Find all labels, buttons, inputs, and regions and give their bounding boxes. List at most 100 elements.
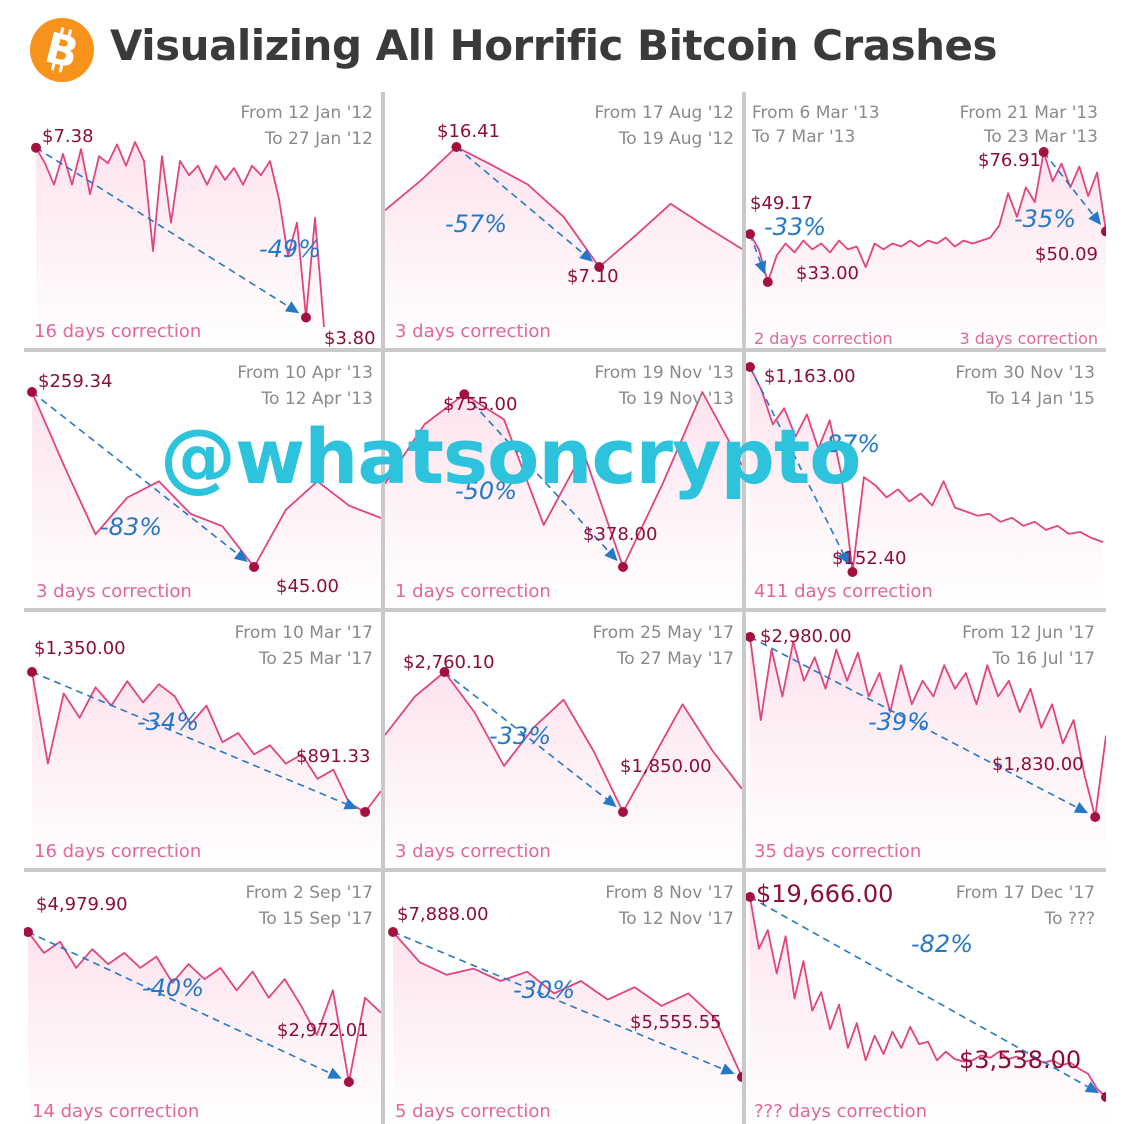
crash-arrow-2 xyxy=(1043,151,1097,220)
trough-label: $2,972.01 xyxy=(277,1020,369,1041)
date-to: To 14 Jan '15 xyxy=(986,389,1095,409)
peak-label: $2,760.10 xyxy=(403,652,495,673)
arrowhead xyxy=(343,798,358,810)
correction-label: 16 days correction xyxy=(34,841,201,862)
crash-panel: From 25 May '17 To 27 May '17 $2,760.10 $1,… xyxy=(385,612,742,868)
change-label: -40% xyxy=(142,974,204,1002)
crash-arrow xyxy=(27,931,335,1076)
price-line xyxy=(35,141,325,328)
peak-label: $2,980.00 xyxy=(760,626,852,647)
price-line xyxy=(392,931,742,1078)
crash-grid: From 12 Jan '12 To 27 Jan '12 $7.38 $3.80 -4… xyxy=(24,92,1106,1124)
crash-panel: From 10 Apr '13 To 12 Apr '13 $259.34 $45.0… xyxy=(24,352,381,608)
trough-dot xyxy=(1090,812,1101,822)
trough-dot xyxy=(618,807,628,817)
change-label-2: -35% xyxy=(1014,205,1076,233)
change-label: -57% xyxy=(445,210,507,238)
price-line xyxy=(385,391,742,568)
change-label: -34% xyxy=(137,708,199,736)
peak-dot xyxy=(27,387,37,397)
arrowhead xyxy=(579,248,594,262)
crash-arrow xyxy=(749,896,1093,1090)
crash-panel: From 17 Aug '12 To 19 Aug '12 $16.41 $7.10 -… xyxy=(385,92,742,348)
date-from: From 8 Nov '17 xyxy=(605,883,734,903)
peak-label-2: $76.91 xyxy=(978,150,1041,171)
correction-label: 3 days correction xyxy=(395,321,551,342)
change-label: -83% xyxy=(100,513,162,541)
change-label: -33% xyxy=(764,213,826,241)
peak-label: $1,350.00 xyxy=(34,638,126,659)
price-area xyxy=(750,367,1103,608)
trough-dot-2 xyxy=(1101,226,1106,237)
crash-panel: From 6 Mar '13 To 7 Mar '13 From 21 Mar '1… xyxy=(746,92,1106,348)
bitcoin-icon: B xyxy=(30,18,94,82)
date-to: To 27 Jan '12 xyxy=(264,129,373,149)
peak-dot xyxy=(451,142,462,152)
crash-panel: From 19 Nov '13 To 19 Nov '13 $755.00 $378.… xyxy=(385,352,742,608)
trough-label: $1,850.00 xyxy=(620,756,712,777)
crash-panel: From 2 Sep '17 To 15 Sep '17 $4,979.90 $2,9… xyxy=(24,872,381,1124)
arrowhead xyxy=(720,1063,735,1075)
price-area xyxy=(385,147,742,348)
price-area xyxy=(750,897,1106,1124)
date-to: To ??? xyxy=(1044,909,1095,929)
correction-label: 1 days correction xyxy=(395,581,551,602)
correction-label: 411 days correction xyxy=(754,581,933,602)
peak-dot xyxy=(459,389,470,400)
date-to: To 15 Sep '17 xyxy=(258,909,373,929)
change-label: -82% xyxy=(911,930,973,958)
correction-label: 3 days correction xyxy=(36,581,192,602)
price-area xyxy=(32,392,381,608)
date-from: From 12 Jun '17 xyxy=(962,623,1095,643)
price-area xyxy=(32,672,381,868)
arrowhead xyxy=(602,794,617,808)
peak-label: $755.00 xyxy=(443,394,517,415)
date-to: To 19 Aug '12 xyxy=(618,129,734,149)
price-line xyxy=(27,931,381,1083)
price-line xyxy=(749,366,1104,573)
trough-label: $3,538.00 xyxy=(959,1046,1081,1074)
crash-chart: From 30 Nov '13 To 14 Jan '15 $1,163.00 $15… xyxy=(746,362,1104,608)
peak-label: $4,979.90 xyxy=(36,894,128,915)
date-from: From 25 May '17 xyxy=(593,623,734,643)
watermark: @whatsoncrypto xyxy=(160,412,862,501)
price-line xyxy=(31,671,381,813)
trough-dot xyxy=(360,807,371,817)
trough-dot xyxy=(762,277,773,287)
peak-label: $7.38 xyxy=(42,126,94,147)
change-label: -87% xyxy=(818,430,880,458)
trough-dot xyxy=(1101,1092,1106,1102)
change-label: -33% xyxy=(489,722,551,750)
crash-chart: From 12 Jan '12 To 27 Jan '12 $7.38 $3.80 -4… xyxy=(31,103,376,348)
date-to: To 12 Apr '13 xyxy=(261,389,373,409)
correction-label: 16 days correction xyxy=(34,321,201,342)
price-area xyxy=(28,932,381,1124)
peak-dot xyxy=(388,927,398,937)
date-from-2: From 21 Mar '13 xyxy=(960,103,1098,123)
arrowhead xyxy=(754,260,767,275)
date-to: To 19 Nov '13 xyxy=(618,389,734,409)
change-label: -50% xyxy=(455,477,517,505)
price-line xyxy=(749,636,1106,818)
price-line xyxy=(749,896,1106,1098)
date-to: To 16 Jul '17 xyxy=(991,649,1095,669)
trough-dot xyxy=(301,312,311,323)
price-area xyxy=(385,392,742,608)
date-from: From 19 Nov '13 xyxy=(595,363,734,383)
trough-label: $3.80 xyxy=(324,328,376,348)
crash-chart: From 8 Nov '17 To 12 Nov '17 $7,888.00 $5,5… xyxy=(388,883,742,1124)
trough-dot xyxy=(737,1072,742,1082)
arrowhead xyxy=(327,1067,342,1079)
peak-dot xyxy=(24,927,33,937)
crash-chart: From 10 Mar '17 To 25 Mar '17 $1,350.00 $89… xyxy=(27,623,381,868)
correction-label: 2 days correction xyxy=(754,329,893,348)
trough-label: $45.00 xyxy=(276,576,339,597)
crash-chart: From 19 Nov '13 To 19 Nov '13 $755.00 $378.… xyxy=(385,363,742,608)
date-to: To 12 Nov '17 xyxy=(618,909,734,929)
date-to-2: To 23 Mar '13 xyxy=(983,127,1098,147)
price-line xyxy=(749,151,1106,283)
crash-arrow xyxy=(749,233,763,268)
change-label: -49% xyxy=(259,235,321,263)
arrowhead xyxy=(1073,801,1089,814)
trough-dot xyxy=(618,562,628,572)
